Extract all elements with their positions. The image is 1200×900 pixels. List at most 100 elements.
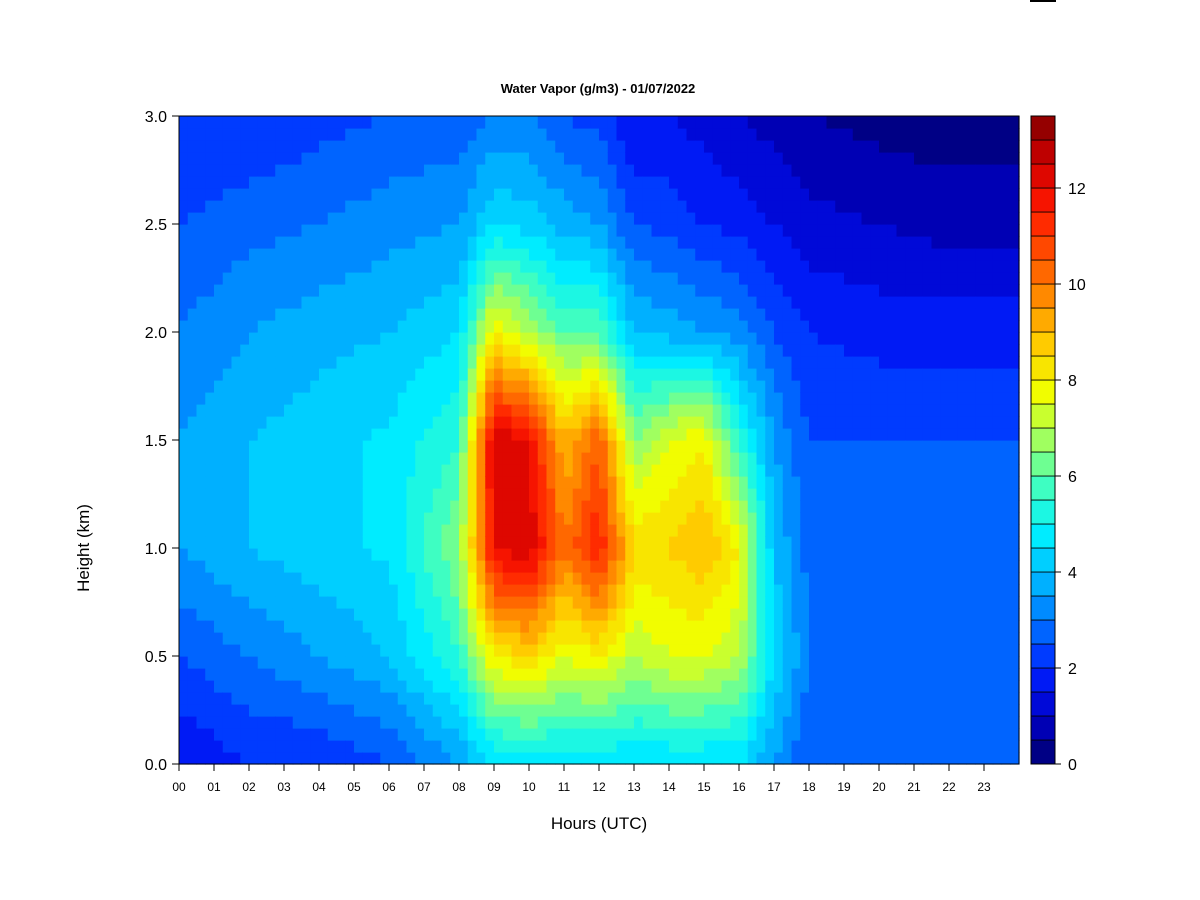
heatmap-cell [389,500,399,513]
heatmap-cell [284,620,294,633]
heatmap-cell [712,332,723,345]
heatmap-cell [625,476,635,489]
heatmap-cell [502,512,513,525]
heatmap-cell [441,272,451,285]
heatmap-cell [546,740,556,753]
heatmap-cell [275,548,285,561]
heatmap-cell [511,248,521,261]
heatmap-cell [914,584,924,597]
heatmap-cell [441,332,451,345]
heatmap-cell [975,212,985,225]
heatmap-cell [634,704,644,717]
heatmap-cell [240,308,250,321]
heatmap-cell [424,656,434,669]
heatmap-cell [625,728,635,741]
heatmap-cell [485,548,495,561]
heatmap-cell [249,368,259,381]
heatmap-cell [459,608,469,621]
heatmap-cell [249,572,259,585]
heatmap-cell [537,272,548,285]
heatmap-cell [546,476,556,489]
heatmap-cell [240,428,250,441]
heatmap-cell [415,692,425,705]
heatmap-cell [284,344,294,357]
heatmap-cell [240,536,250,549]
heatmap-cell [625,524,635,537]
heatmap-cell [231,560,241,573]
heatmap-cell [835,608,845,621]
heatmap-cell [450,560,460,573]
heatmap-cell [371,572,381,585]
heatmap-cell [730,308,740,321]
heatmap-cell [914,248,924,261]
heatmap-cell [266,332,276,345]
heatmap-cell [257,668,268,681]
heatmap-cell [380,740,390,753]
heatmap-cell [607,164,618,177]
heatmap-cell [826,308,836,321]
heatmap-cell [415,224,425,237]
heatmap-cell [599,680,609,693]
heatmap-cell [765,740,775,753]
heatmap-cell [817,236,828,249]
heatmap-cell [774,284,784,297]
heatmap-cell [319,320,329,333]
heatmap-cell [537,224,548,237]
heatmap-cell [196,284,206,297]
heatmap-cell [651,368,661,381]
heatmap-cell [275,716,285,729]
heatmap-cell [957,368,968,381]
heatmap-cell [879,308,889,321]
heatmap-cell [467,512,478,525]
heatmap-cell [371,584,381,597]
heatmap-cell [774,140,784,153]
heatmap-cell [214,392,224,405]
heatmap-cell [739,668,749,681]
heatmap-cell [739,548,749,561]
heatmap-cell [651,296,661,309]
heatmap-cell [765,260,775,273]
heatmap-cell [415,704,425,717]
heatmap-cell [292,140,303,153]
heatmap-cell [852,668,863,681]
heatmap-cell [371,548,381,561]
heatmap-cell [546,644,556,657]
heatmap-cell [266,476,276,489]
heatmap-cell [975,356,985,369]
heatmap-cell [284,728,294,741]
heatmap-cell [607,632,618,645]
heatmap-cell [546,572,556,585]
heatmap-cell [546,128,556,141]
heatmap-cell [389,692,399,705]
heatmap-cell [231,248,241,261]
heatmap-cell [292,188,303,201]
heatmap-cell [616,344,626,357]
heatmap-cell [257,176,268,189]
heatmap-cell [257,644,268,657]
heatmap-cell [782,284,793,297]
heatmap-cell [529,716,539,729]
heatmap-cell [712,164,723,177]
heatmap-cell [634,332,644,345]
heatmap-cell [205,164,215,177]
heatmap-cell [896,704,906,717]
heatmap-cell [196,464,206,477]
heatmap-cell [887,212,898,225]
heatmap-cell [397,128,408,141]
heatmap-cell [266,272,276,285]
heatmap-cell [476,332,486,345]
heatmap-cell [555,548,565,561]
heatmap-cell [887,164,898,177]
heatmap-cell [415,140,425,153]
heatmap-cell [651,320,661,333]
heatmap-cell [371,368,381,381]
heatmap-cell [371,464,381,477]
heatmap-cell [345,272,355,285]
heatmap-cell [704,356,714,369]
heatmap-cell [327,200,338,213]
heatmap-cell [249,128,259,141]
heatmap-cell [669,740,679,753]
heatmap-cell [327,560,338,573]
heatmap-cell [415,296,425,309]
heatmap-cell [817,320,828,333]
